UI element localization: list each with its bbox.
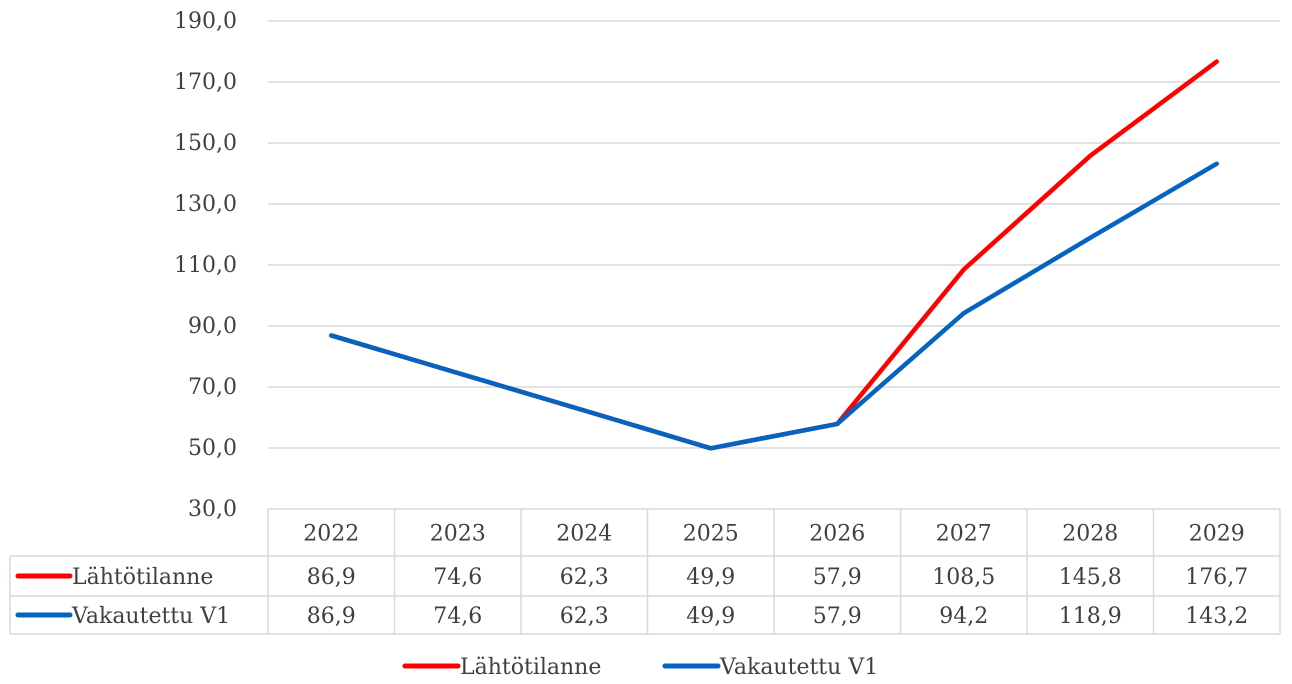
series-lines xyxy=(329,59,1219,451)
data-table-value: 145,8 xyxy=(1059,565,1122,590)
category-label: 2024 xyxy=(556,522,612,547)
y-tick-label: 190,0 xyxy=(174,9,237,34)
gridlines xyxy=(268,20,1280,449)
data-table-value: 57,9 xyxy=(813,604,862,629)
data-table-value: 57,9 xyxy=(813,565,862,590)
data-table: 2022 2023 2024 2025 2026 2027 2028 2029 Lähtötil… xyxy=(9,508,1281,635)
data-table-value: 94,2 xyxy=(939,604,988,629)
data-table-value: 49,9 xyxy=(686,604,735,629)
category-label: 2023 xyxy=(430,522,486,547)
y-tick-label: 50,0 xyxy=(188,436,237,461)
data-table-value: 176,7 xyxy=(1185,565,1248,590)
y-tick-label: 70,0 xyxy=(188,375,237,400)
data-table-value: 118,9 xyxy=(1059,604,1122,629)
y-tick-label: 150,0 xyxy=(174,131,237,156)
data-table-value: 49,9 xyxy=(686,565,735,590)
legend: Lähtötilanne Vakautettu V1 xyxy=(402,655,878,680)
y-tick-label: 30,0 xyxy=(188,497,237,522)
data-table-value: 143,2 xyxy=(1185,604,1248,629)
data-table-value: 62,3 xyxy=(560,565,609,590)
y-tick-label: 170,0 xyxy=(174,70,237,95)
data-table-value: 62,3 xyxy=(560,604,609,629)
category-label: 2027 xyxy=(936,522,992,547)
series-name-label: Vakautettu V1 xyxy=(71,604,230,629)
category-label: 2022 xyxy=(303,522,359,547)
series-line xyxy=(329,161,1219,451)
y-tick-label: 130,0 xyxy=(174,192,237,217)
data-table-value: 74,6 xyxy=(433,565,482,590)
series-name-label: Lähtötilanne xyxy=(72,565,213,590)
y-tick-label: 110,0 xyxy=(174,253,237,278)
legend-label: Vakautettu V1 xyxy=(719,655,878,680)
data-table-value: 108,5 xyxy=(932,565,995,590)
series-line xyxy=(329,59,1219,451)
data-table-value: 86,9 xyxy=(307,565,356,590)
category-label: 2029 xyxy=(1189,522,1245,547)
category-label: 2025 xyxy=(683,522,739,547)
y-tick-label: 90,0 xyxy=(188,314,237,339)
data-table-value: 86,9 xyxy=(307,604,356,629)
data-table-value: 74,6 xyxy=(433,604,482,629)
category-label: 2026 xyxy=(809,522,865,547)
y-axis-tick-labels: 30,0 50,0 70,0 90,0 110,0 130,0 150,0 170,0 190,… xyxy=(174,9,237,522)
category-label: 2028 xyxy=(1062,522,1118,547)
legend-label: Lähtötilanne xyxy=(460,655,601,680)
